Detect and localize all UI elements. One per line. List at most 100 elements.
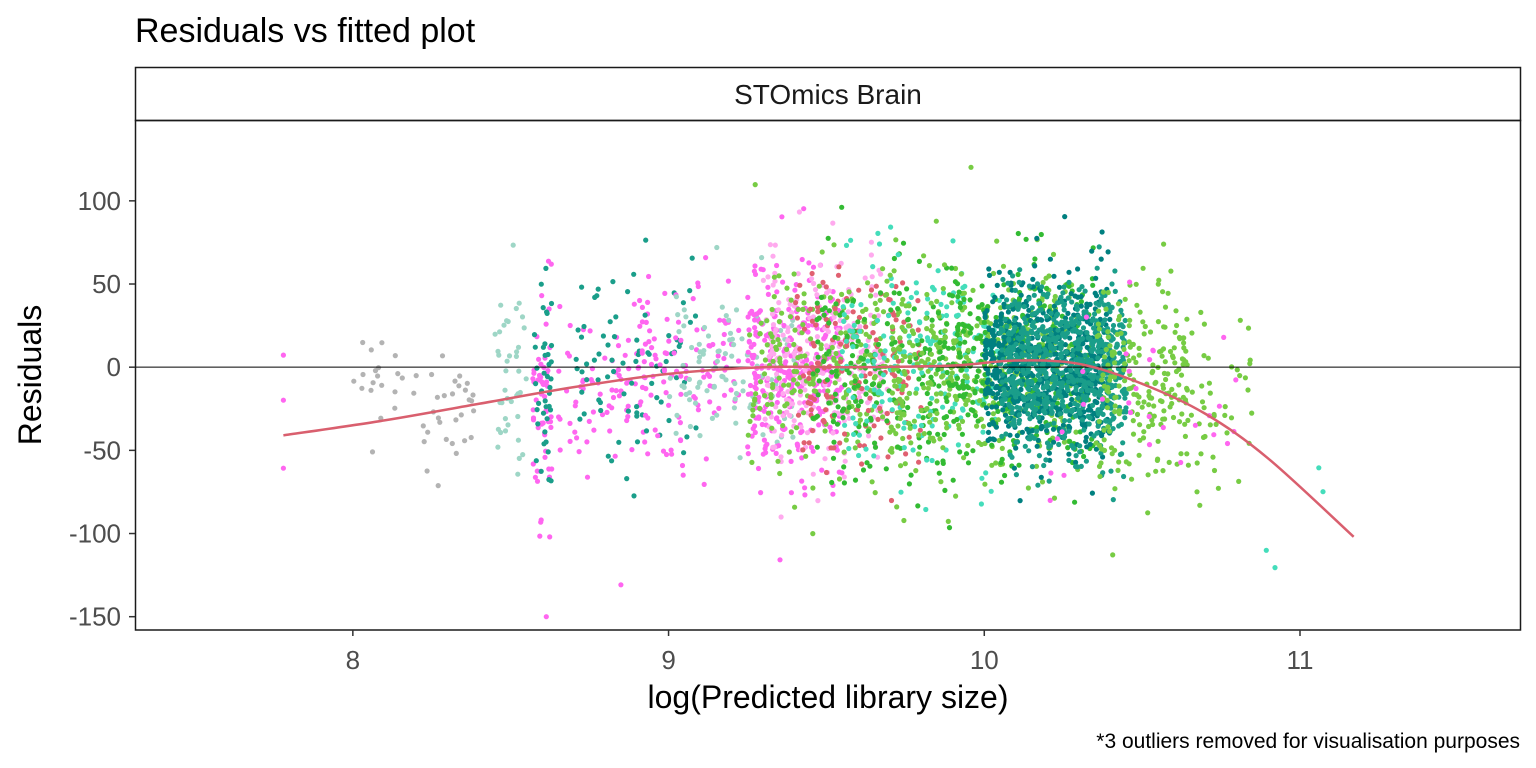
data-point	[546, 477, 552, 483]
data-point	[877, 297, 883, 303]
data-point	[919, 358, 925, 364]
data-point	[802, 387, 808, 393]
data-point	[1122, 395, 1128, 401]
data-point	[1016, 462, 1022, 468]
data-point	[1201, 321, 1207, 327]
data-point	[645, 350, 651, 356]
data-point	[822, 428, 828, 434]
data-point	[896, 290, 902, 296]
data-point	[965, 385, 972, 391]
data-point	[1048, 331, 1054, 337]
data-point	[1103, 358, 1110, 364]
data-point	[900, 435, 906, 442]
data-point	[950, 238, 956, 244]
data-point	[1052, 381, 1058, 388]
data-point	[666, 338, 672, 344]
data-point	[470, 392, 476, 398]
data-point	[1247, 357, 1253, 363]
data-point	[1056, 284, 1063, 290]
data-point	[910, 447, 916, 453]
data-point	[1099, 396, 1105, 402]
data-point	[453, 450, 459, 456]
data-point	[613, 314, 619, 320]
data-point	[625, 408, 632, 414]
data-point	[810, 264, 817, 270]
data-point	[778, 454, 784, 460]
data-point	[1095, 355, 1101, 361]
data-point	[680, 300, 687, 306]
data-point	[1202, 433, 1208, 440]
data-point	[745, 444, 751, 450]
data-point	[842, 458, 848, 464]
data-point	[933, 218, 939, 224]
data-point	[794, 293, 800, 300]
data-point	[540, 305, 546, 311]
data-point	[916, 432, 922, 438]
data-point	[1015, 230, 1021, 237]
trend-line	[283, 359, 1355, 538]
data-point	[927, 419, 933, 425]
data-point	[791, 271, 797, 277]
data-point	[1041, 335, 1048, 341]
data-point	[967, 311, 973, 317]
data-point	[1153, 468, 1159, 474]
data-point	[1035, 333, 1041, 340]
data-point	[536, 400, 542, 406]
data-point	[999, 379, 1005, 385]
data-point	[946, 380, 952, 386]
data-point	[1005, 385, 1011, 391]
data-point	[925, 368, 931, 374]
data-point	[1150, 348, 1156, 354]
data-point	[687, 423, 694, 430]
data-point	[664, 350, 670, 357]
data-point	[1178, 372, 1185, 378]
data-point	[733, 390, 740, 397]
data-point	[1095, 321, 1101, 327]
data-point	[1068, 401, 1074, 408]
data-point	[1104, 405, 1110, 411]
data-point	[369, 449, 376, 455]
data-point	[997, 330, 1003, 336]
data-point	[1035, 401, 1041, 407]
data-point	[439, 353, 446, 359]
data-point	[578, 334, 585, 340]
data-point	[710, 341, 716, 348]
data-point	[778, 514, 784, 520]
data-point	[642, 312, 648, 318]
data-point	[721, 331, 727, 338]
data-point	[1050, 426, 1057, 432]
data-point	[957, 300, 963, 306]
data-point	[768, 414, 774, 420]
data-point	[850, 394, 856, 401]
data-point	[856, 314, 863, 321]
data-point	[897, 346, 903, 352]
data-point	[1061, 439, 1067, 445]
data-point	[458, 412, 464, 418]
data-point	[1126, 323, 1132, 329]
data-point	[769, 425, 775, 431]
data-point	[925, 439, 932, 445]
data-point	[1018, 292, 1024, 298]
data-point	[631, 493, 637, 499]
data-point	[567, 420, 573, 426]
data-point	[978, 501, 985, 507]
data-point	[1099, 433, 1105, 439]
data-point	[951, 340, 957, 346]
data-point	[970, 399, 976, 405]
data-point	[1121, 473, 1127, 480]
data-point	[894, 410, 900, 416]
data-point	[1026, 436, 1032, 442]
data-point	[775, 458, 781, 464]
data-point	[715, 353, 721, 359]
data-point	[860, 308, 866, 314]
data-point	[1122, 361, 1128, 367]
data-point	[495, 348, 501, 354]
data-point	[774, 289, 780, 295]
data-point	[600, 333, 607, 339]
data-point	[762, 393, 768, 399]
data-point	[1177, 336, 1183, 342]
data-point	[928, 374, 934, 380]
data-point	[1249, 410, 1255, 416]
data-point	[999, 445, 1005, 451]
data-point	[769, 306, 775, 313]
